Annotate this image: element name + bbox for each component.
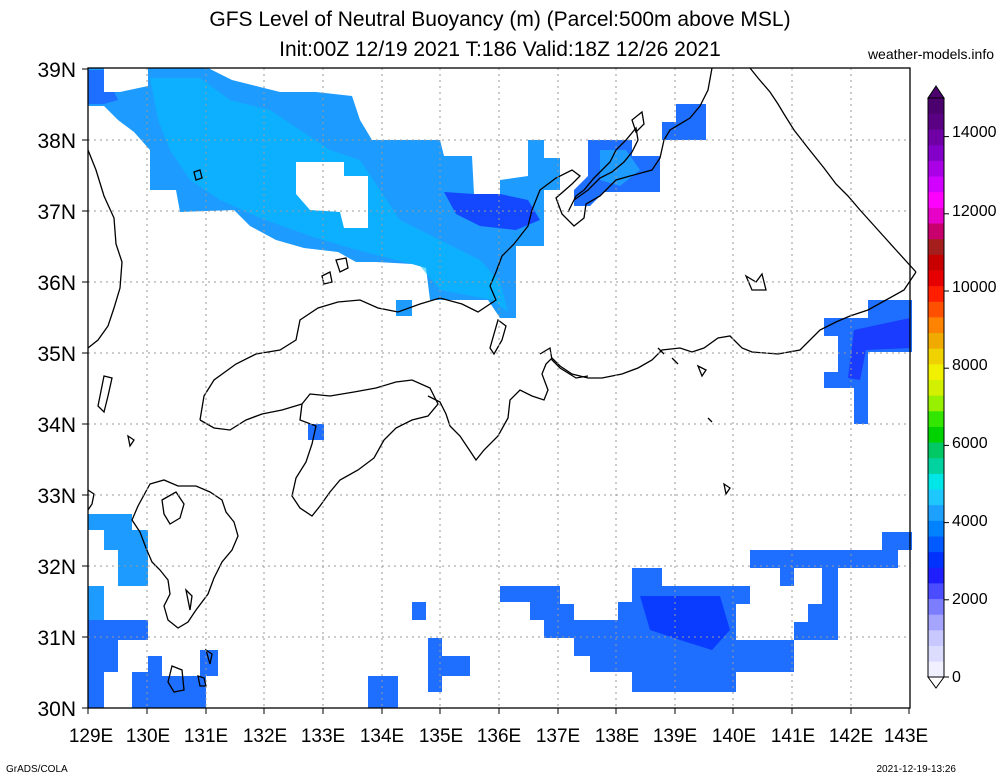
coastlines [87, 67, 917, 693]
lat-label: 34N [37, 414, 76, 437]
colorbar-segment [928, 364, 944, 380]
colorbar-segment [928, 176, 944, 193]
kyushu-coast [131, 479, 239, 629]
colorbar-segment [928, 270, 944, 287]
colorbar-segment [928, 598, 944, 615]
colorbar-segment [928, 379, 944, 396]
colorbar-label: 12000 [952, 203, 997, 220]
buoyancy-field-kyushu [88, 514, 148, 586]
buoyancy-patch-south-1 [412, 602, 426, 620]
colorbar-segment [928, 317, 944, 334]
colorbar-segment [928, 442, 944, 459]
colorbar-segment [928, 630, 944, 646]
colorbar-segment [928, 207, 944, 224]
colorbar-end-triangle [927, 676, 945, 689]
colorbar-segment [928, 551, 944, 568]
colorbar-outline [927, 97, 945, 678]
site-label[interactable]: weather-models.info [867, 46, 994, 62]
colorbar-segment [928, 332, 944, 349]
lat-label: 36N [37, 272, 76, 295]
lon-label: 141E [771, 726, 815, 747]
chart-title: GFS Level of Neutral Buoyancy (m) (Parce… [209, 8, 791, 31]
lon-label: 132E [243, 726, 287, 747]
latitude-labels: 39N 38N 37N 36N 35N 34N 33N 32N 31N 30N [37, 59, 76, 721]
buoyancy-field-south-kyushu [88, 620, 148, 708]
colorbar-segment [928, 191, 944, 208]
lat-label: 30N [37, 698, 76, 721]
colorbar-segment [928, 583, 944, 600]
lat-label: 39N [37, 59, 76, 82]
axis-ticks [82, 68, 910, 714]
colorbar-segment [928, 238, 944, 255]
colorbar-segment [928, 489, 944, 506]
lon-label: 129E [69, 726, 113, 747]
colorbar-label: 4000 [952, 513, 988, 530]
colorbar-segment [928, 661, 944, 678]
chart-subtitle: Init:00Z 12/19 2021 T:186 Valid:18Z 12/2… [279, 38, 721, 61]
grid-lines [88, 68, 910, 708]
lon-label: 131E [184, 726, 228, 747]
lat-label: 32N [37, 556, 76, 579]
lon-label: 142E [829, 726, 873, 747]
colorbar-segment [928, 614, 944, 631]
colorbar-segment [928, 98, 944, 114]
footer-timestamp: 2021-12-19-13:26 [876, 764, 956, 775]
honshu-coast [199, 67, 713, 421]
colorbar-labels: 14000 12000 10000 8000 6000 4000 2000 0 [952, 124, 997, 686]
lon-label: 138E [595, 726, 639, 747]
colorbar-segment [928, 160, 944, 177]
colorbar-label: 6000 [952, 435, 988, 452]
colorbar-segment [928, 645, 944, 662]
colorbar-segment [928, 348, 944, 365]
lon-label: 130E [126, 726, 170, 747]
colorbar-segment [928, 285, 944, 302]
buoyancy-field-east [824, 300, 912, 424]
shikoku-coast [291, 379, 439, 517]
buoyancy-patch-shikoku [308, 424, 324, 440]
colorbar-segment [928, 144, 944, 161]
colorbar-label: 14000 [952, 124, 997, 141]
colorbar-segment [928, 567, 944, 584]
lon-label: 140E [712, 726, 756, 747]
colorbar-segment [928, 395, 944, 412]
buoyancy-field-southeast [750, 532, 912, 640]
colorbar-segment [928, 426, 944, 443]
colorbar-segment [928, 536, 944, 553]
colorbar-segment [928, 301, 944, 318]
colorbar-segment [928, 113, 944, 130]
colorbar-segment [928, 129, 944, 146]
colorbar-label: 10000 [952, 279, 997, 296]
buoyancy-fields [88, 68, 912, 708]
colorbar-segment [928, 457, 944, 474]
buoyancy-dark-patch-2 [88, 70, 118, 104]
colorbar-segment [928, 520, 944, 537]
colorbar-label: 0 [952, 669, 961, 686]
colorbar-end-triangle [927, 85, 945, 99]
lon-label: 137E [536, 726, 580, 747]
lon-label: 143E [884, 726, 928, 747]
colorbar-segment [928, 473, 944, 490]
colorbar-label: 8000 [952, 357, 988, 374]
korea-coast [87, 149, 123, 349]
colorbar [927, 85, 949, 689]
colorbar-segment [928, 504, 944, 521]
lat-label: 38N [37, 130, 76, 153]
lon-label: 136E [477, 726, 521, 747]
lat-label: 33N [37, 485, 76, 508]
lon-label: 139E [653, 726, 697, 747]
lat-label: 31N [37, 627, 76, 650]
colorbar-segment [928, 254, 944, 271]
lon-label: 134E [360, 726, 404, 747]
colorbar-segment [928, 410, 944, 427]
colorbar-label: 2000 [952, 591, 988, 608]
longitude-labels: 129E 130E 131E 132E 133E 134E 135E 136E … [69, 726, 928, 747]
lat-label: 37N [37, 201, 76, 224]
lat-label: 35N [37, 343, 76, 366]
colorbar-segment [928, 223, 944, 240]
lon-label: 133E [301, 726, 345, 747]
lon-label: 135E [419, 726, 463, 747]
footer-software-label: GrADS/COLA [6, 764, 68, 775]
